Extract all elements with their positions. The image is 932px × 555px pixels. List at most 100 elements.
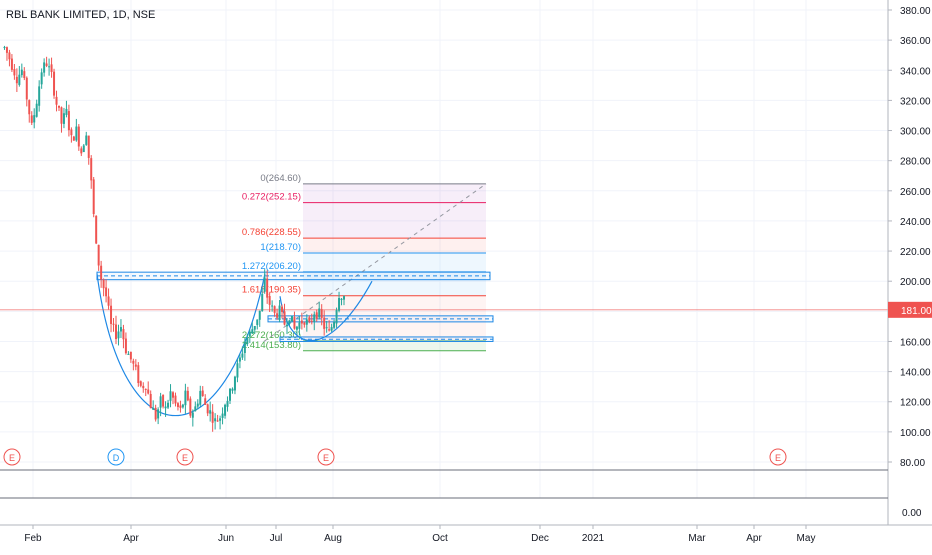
candle-body (196, 403, 199, 407)
fib-level-label: 1.618(190.35) (242, 285, 301, 296)
candle-body (338, 298, 341, 311)
event-marker-e[interactable]: E (176, 448, 194, 466)
candle-body (176, 403, 179, 407)
event-label: D (113, 453, 120, 463)
candle-body (149, 393, 152, 409)
fib-band (303, 238, 486, 254)
candle-body (199, 390, 202, 405)
candle-body (305, 319, 308, 325)
candle-body (323, 317, 326, 329)
candle-body (45, 63, 48, 66)
candle-body (142, 385, 145, 389)
candle-body (206, 404, 209, 414)
volume-tick-label: 0.00 (902, 508, 922, 519)
event-marker-d[interactable]: D (107, 448, 125, 466)
fib-band (303, 253, 486, 272)
candle-body (174, 395, 177, 404)
y-tick-label: 260.00 (900, 187, 931, 198)
event-label: E (775, 453, 781, 463)
fib-band (303, 271, 486, 296)
candle-body (333, 321, 336, 328)
candle-body (10, 58, 13, 70)
candle-body (40, 72, 43, 85)
candle-body (330, 327, 333, 331)
candle-body (70, 129, 73, 136)
candle-body (50, 64, 53, 72)
candle-body (132, 360, 135, 364)
candle-body (154, 407, 157, 420)
event-circle (3, 448, 21, 466)
candle-body (186, 390, 189, 401)
candle-body (62, 113, 65, 124)
candle-body (290, 315, 293, 322)
candle-body (169, 391, 172, 401)
candle-body (172, 392, 174, 398)
candle-body (231, 388, 234, 391)
event-marker-e[interactable]: E (3, 448, 21, 466)
event-marker-e[interactable]: E (769, 448, 787, 466)
candle-body (35, 103, 38, 117)
candle-body (315, 312, 318, 319)
y-tick-label: 320.00 (900, 96, 931, 107)
candle-body (216, 420, 219, 422)
candle-body (179, 405, 182, 408)
last-price-label: 181.00 (901, 306, 932, 317)
candle-body (295, 326, 298, 330)
candle-body (105, 287, 108, 297)
x-tick-label: Apr (746, 533, 762, 544)
y-tick-label: 160.00 (900, 337, 931, 348)
candle-body (20, 69, 23, 76)
candle-body (82, 145, 85, 153)
x-tick-label: Dec (531, 533, 549, 544)
candle-body (102, 279, 105, 289)
last-price-tag (888, 301, 932, 318)
candle-body (253, 325, 256, 330)
candle-body (246, 337, 249, 345)
event-marker-e[interactable]: E (317, 448, 335, 466)
candle-body (201, 390, 204, 397)
event-circle (107, 448, 125, 466)
candle-body (313, 314, 316, 322)
fib-trend-line[interactable] (263, 183, 487, 342)
candle-body (13, 69, 16, 76)
candle-body (191, 412, 194, 418)
candle-body (72, 136, 75, 141)
event-circle (317, 448, 335, 466)
candle-body (139, 381, 142, 386)
candle-body (241, 353, 244, 358)
candle-body (107, 296, 110, 306)
candle-body (286, 324, 288, 327)
candle-body (117, 331, 120, 339)
candle-body (251, 329, 254, 334)
candle-body (95, 215, 98, 244)
fib-level-label: 2.272(160.30) (242, 330, 301, 341)
drawing-layer[interactable]: 0(264.60) 0.272(252.15) 0.786(228.55) 1(218… (0, 173, 888, 416)
candle-body (283, 311, 286, 325)
candle-body (33, 115, 36, 123)
candle-body (288, 320, 291, 325)
candle-body (276, 313, 279, 318)
candle-body (28, 100, 31, 115)
candle-body (320, 309, 323, 318)
candle-body (310, 320, 313, 322)
candle-body (162, 394, 165, 407)
y-tick-label: 200.00 (900, 277, 931, 288)
x-tick-label: Jun (218, 533, 234, 544)
candle-body (18, 74, 21, 85)
y-tick-label: 280.00 (900, 157, 931, 168)
candle-body (328, 329, 331, 331)
candle-body (258, 310, 261, 320)
candle-body (325, 327, 328, 329)
y-tick-label: 140.00 (900, 368, 931, 379)
candle-body (181, 404, 184, 408)
candle-body (343, 296, 345, 300)
fib-band (303, 202, 486, 239)
candle-body (115, 324, 117, 340)
fib-band (303, 183, 486, 203)
candle-body (318, 308, 321, 318)
fib-band (303, 341, 486, 351)
candle-body (233, 376, 236, 391)
